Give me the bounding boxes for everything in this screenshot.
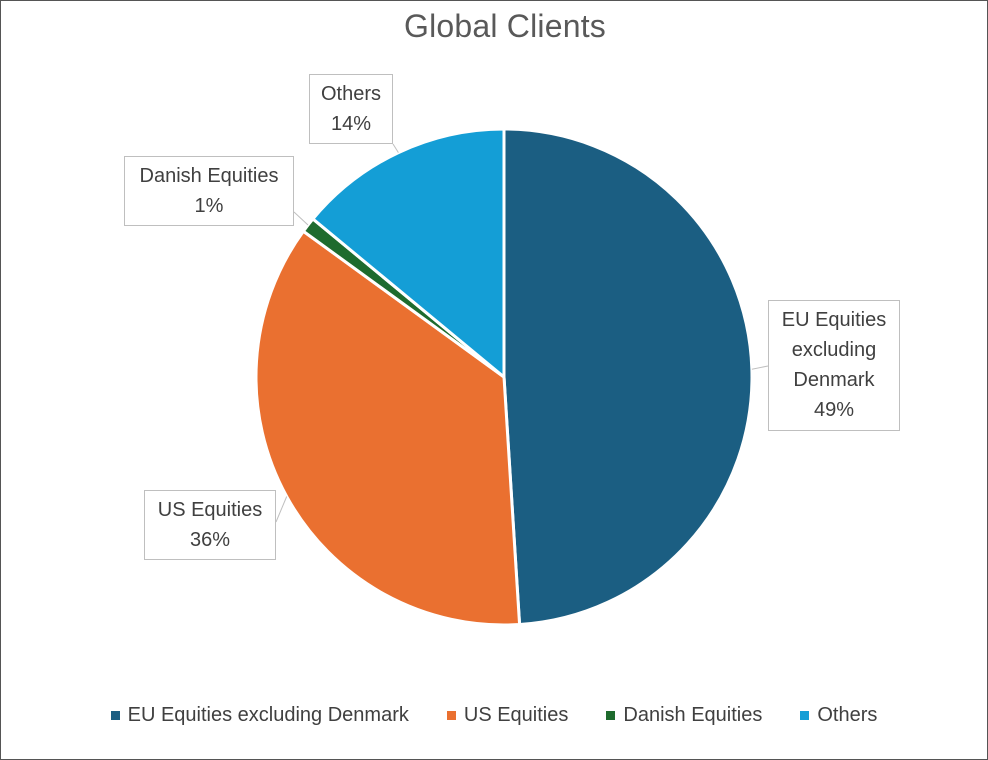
legend: EU Equities excluding Denmark US Equitie… — [0, 704, 988, 727]
data-label-danish: Danish Equities 1% — [124, 156, 294, 226]
legend-label-us: US Equities — [463, 704, 569, 726]
legend-item-others[interactable]: Others — [800, 704, 877, 727]
legend-item-danish[interactable]: Danish Equities — [606, 704, 762, 727]
data-label-others-line-1: Others — [320, 83, 382, 105]
leader-line-eu — [751, 365, 769, 370]
legend-label-danish: Danish Equities — [623, 704, 763, 726]
data-label-others-percent: 14% — [330, 113, 372, 135]
leader-line-us — [275, 496, 288, 523]
legend-swatch-eu — [110, 711, 120, 720]
legend-swatch-us — [446, 711, 456, 720]
chart-title: Global Clients — [403, 8, 606, 44]
data-label-eu-percent: 49% — [813, 399, 855, 421]
legend-swatch-danish — [606, 711, 616, 720]
leader-line-danish — [293, 211, 309, 226]
data-label-us: US Equities 36% — [144, 490, 276, 560]
leader-line-others — [392, 143, 399, 153]
pie-slice-us[interactable] — [254, 229, 522, 627]
data-label-others: Others 14% — [309, 74, 393, 144]
data-label-eu-line-2: excluding — [791, 339, 877, 361]
data-label-danish-line-1: Danish Equities — [139, 165, 279, 187]
legend-label-eu: EU Equities excluding Denmark — [127, 704, 409, 726]
data-label-eu: EU Equities excluding Denmark 49% — [768, 300, 900, 431]
legend-swatch-others — [800, 711, 810, 720]
data-label-eu-line-1: EU Equities — [781, 309, 887, 331]
legend-label-others: Others — [817, 704, 878, 726]
legend-item-eu[interactable]: EU Equities excluding Denmark — [110, 704, 409, 727]
data-label-danish-percent: 1% — [194, 195, 224, 217]
data-label-us-line-1: US Equities — [157, 499, 263, 521]
pie-slice-eu[interactable] — [502, 127, 754, 627]
legend-item-us[interactable]: US Equities — [446, 704, 569, 727]
data-label-us-percent: 36% — [189, 529, 231, 551]
data-label-eu-line-3: Denmark — [793, 369, 875, 391]
pie-slice-others[interactable] — [311, 127, 506, 379]
